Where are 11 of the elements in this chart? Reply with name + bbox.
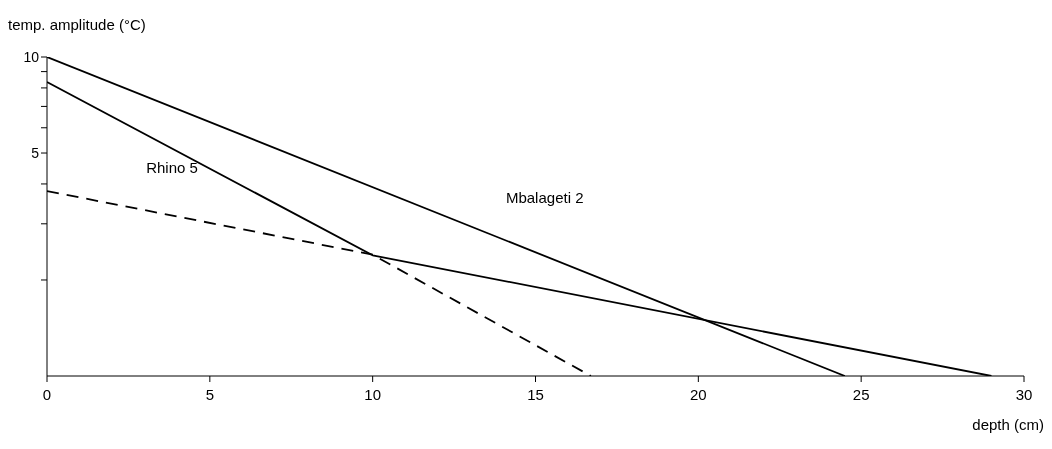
x-tick-label: 10 xyxy=(364,386,382,403)
text: Mbalageti 2 xyxy=(505,188,584,206)
x-tick-label: 20 xyxy=(689,386,707,403)
x-tick-label: 30 xyxy=(1015,386,1033,403)
x-tick-label: 25 xyxy=(852,386,870,403)
x-axis-title: depth (cm) xyxy=(972,416,1044,433)
x-tick-label: 0 xyxy=(42,386,52,403)
y-axis-title: temp. amplitude (°C) xyxy=(8,16,146,33)
x-tick-label: 15 xyxy=(527,386,544,403)
x-tick-label: 5 xyxy=(205,386,215,403)
series-label: Rhino 5 xyxy=(146,158,198,176)
